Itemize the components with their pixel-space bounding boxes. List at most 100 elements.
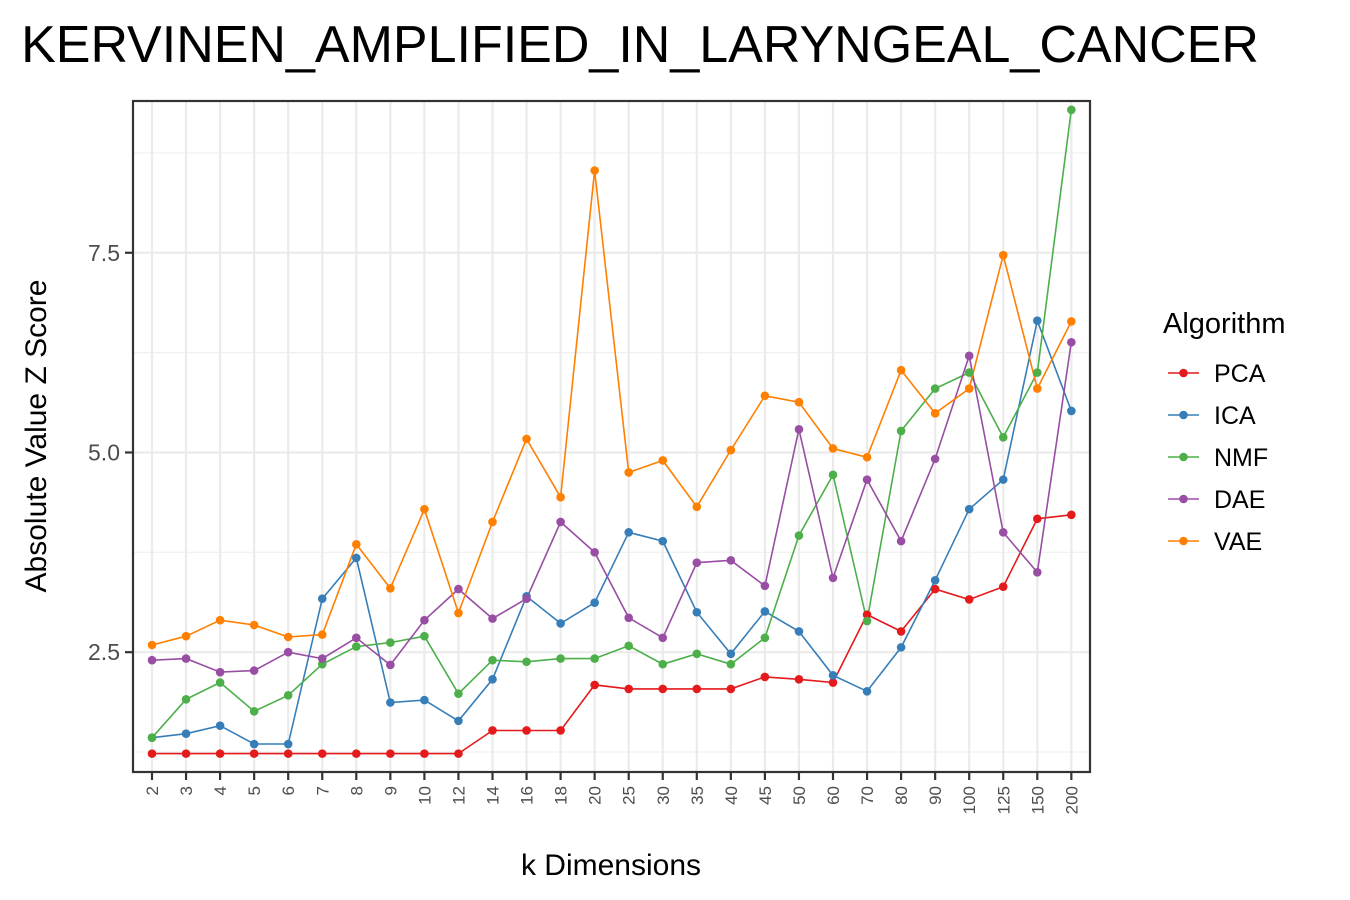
data-point-ica	[896, 643, 906, 652]
data-point-vae	[283, 632, 293, 642]
data-point-vae	[828, 444, 838, 453]
data-point-pca	[522, 726, 531, 735]
data-point-vae	[590, 166, 599, 175]
data-point-ica	[249, 739, 259, 749]
data-point-nmf	[930, 384, 940, 393]
data-point-dae	[590, 548, 599, 557]
data-point-pca	[862, 610, 872, 619]
data-point-vae	[1067, 317, 1076, 326]
data-point-ica	[726, 649, 736, 659]
data-point-dae	[760, 581, 770, 591]
legend-label-nmf: NMF	[1214, 444, 1268, 472]
data-point-pca	[998, 582, 1008, 591]
data-point-vae	[215, 615, 225, 625]
data-point-dae	[896, 536, 906, 546]
x-tick-label: 60	[824, 786, 843, 805]
data-point-nmf	[590, 654, 599, 663]
data-point-vae	[488, 517, 497, 527]
data-point-vae	[454, 608, 463, 618]
data-point-pca	[454, 749, 463, 758]
data-point-ica	[181, 729, 191, 738]
data-point-pca	[896, 627, 906, 636]
data-point-pca	[658, 684, 668, 694]
x-tick-label: 8	[347, 786, 366, 795]
data-point-nmf	[1067, 105, 1076, 115]
data-point-vae	[522, 434, 531, 444]
data-point-ica	[964, 504, 974, 514]
data-point-nmf	[522, 657, 531, 667]
legend-key-point	[1179, 410, 1188, 420]
legend-title: Algorithm	[1163, 308, 1286, 340]
legend-key-point	[1179, 494, 1188, 504]
data-point-dae	[692, 558, 702, 568]
chart-title: KERVINEN_AMPLIFIED_IN_LARYNGEAL_CANCER	[21, 16, 1259, 74]
data-point-pca	[760, 672, 770, 682]
data-point-nmf	[726, 659, 736, 669]
data-point-vae	[147, 640, 157, 650]
data-point-ica	[1067, 406, 1076, 416]
data-point-dae	[454, 584, 463, 594]
x-tick-label: 35	[688, 786, 707, 805]
data-point-dae	[998, 528, 1008, 537]
legend: Algorithm PCA ICA NMF DAE VAE	[1163, 308, 1286, 556]
series-line-dae	[151, 342, 1073, 673]
data-point-ica	[317, 594, 327, 603]
data-point-vae	[556, 492, 565, 502]
legend-label-vae: VAE	[1214, 528, 1262, 556]
data-point-vae	[658, 456, 668, 465]
x-tick-label: 10	[415, 786, 434, 805]
data-point-dae	[964, 351, 974, 361]
x-axis-title: k Dimensions	[521, 849, 701, 882]
data-point-pca	[488, 726, 497, 735]
data-point-ica	[454, 716, 463, 726]
x-tick-label: 50	[790, 786, 809, 805]
x-tick-label: 9	[381, 786, 400, 795]
data-point-pca	[828, 678, 838, 687]
data-point-vae	[862, 452, 872, 462]
x-tick-label: 45	[756, 786, 775, 805]
x-tick-label: 25	[620, 786, 639, 805]
data-point-nmf	[692, 649, 702, 659]
data-point-vae	[1033, 384, 1042, 393]
data-point-dae	[862, 475, 872, 484]
data-point-dae	[556, 517, 565, 527]
data-point-vae	[760, 391, 770, 401]
data-point-dae	[215, 667, 225, 677]
x-tick-label: 6	[279, 786, 298, 795]
data-point-nmf	[556, 654, 565, 663]
data-point-ica	[998, 475, 1008, 484]
x-tick-label: 90	[926, 786, 945, 805]
x-tick-label: 150	[1028, 786, 1047, 814]
legend-key-point	[1179, 536, 1188, 546]
x-tick-label: 16	[518, 786, 537, 805]
data-point-pca	[147, 749, 157, 758]
x-tick-label: 14	[484, 786, 503, 805]
data-point-ica	[624, 528, 633, 537]
data-point-pca	[624, 684, 633, 694]
data-point-ica	[352, 553, 361, 563]
legend-key-point	[1179, 452, 1188, 462]
data-point-nmf	[181, 695, 191, 704]
legend-label-pca: PCA	[1214, 360, 1266, 388]
data-point-ica	[760, 607, 770, 616]
data-point-ica	[828, 671, 838, 680]
x-tick-label: 2	[143, 786, 162, 795]
data-point-nmf	[1033, 368, 1042, 377]
series-line-ica	[151, 317, 1073, 745]
data-point-pca	[964, 595, 974, 604]
data-point-dae	[317, 654, 327, 663]
data-point-vae	[930, 409, 940, 418]
plot-border	[131, 99, 1092, 774]
data-point-ica	[930, 575, 940, 585]
data-point-nmf	[454, 689, 463, 699]
series-line-nmf	[151, 109, 1073, 739]
data-point-vae	[386, 583, 395, 593]
data-point-nmf	[964, 368, 974, 377]
data-point-vae	[181, 631, 191, 641]
data-point-dae	[352, 633, 361, 643]
data-point-dae	[930, 454, 940, 464]
x-tick-label: 125	[994, 786, 1013, 814]
data-point-vae	[896, 365, 906, 375]
data-point-dae	[1033, 567, 1042, 577]
data-point-nmf	[386, 638, 395, 647]
